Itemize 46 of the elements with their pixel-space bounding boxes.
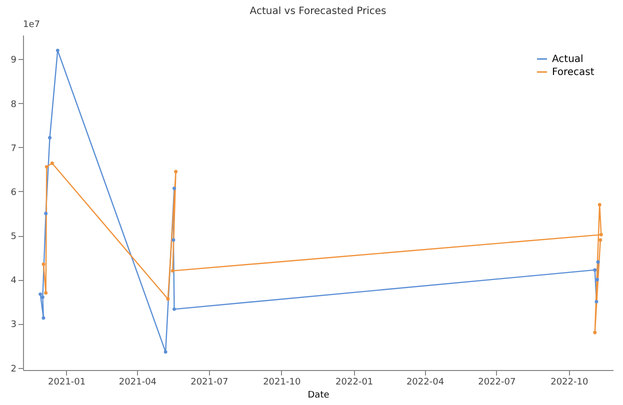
point bbox=[172, 307, 176, 311]
x-tick-label: 2022-07 bbox=[478, 378, 516, 388]
point bbox=[42, 262, 46, 266]
y-tick-label: 7 bbox=[10, 144, 16, 154]
y-tick-label: 6 bbox=[10, 188, 17, 198]
chart-title: Actual vs Forecasted Prices bbox=[250, 6, 386, 17]
point bbox=[40, 296, 44, 299]
x-tick-label: 2021-07 bbox=[190, 378, 228, 388]
y-tick-label: 2 bbox=[10, 364, 16, 374]
point bbox=[593, 268, 597, 272]
point bbox=[56, 48, 60, 52]
point bbox=[44, 212, 48, 216]
x-tick-label: 2021-04 bbox=[118, 378, 157, 388]
y-tick-label: 8 bbox=[10, 100, 17, 110]
point bbox=[593, 330, 597, 334]
x-tick-label: 2022-01 bbox=[336, 378, 374, 388]
x-tick-label: 2021-10 bbox=[263, 378, 301, 388]
point bbox=[38, 292, 42, 296]
y-tick-label: 4 bbox=[10, 276, 17, 286]
point bbox=[50, 162, 54, 165]
x-axis-title: Date bbox=[308, 390, 330, 400]
point bbox=[174, 170, 178, 174]
point bbox=[44, 165, 48, 169]
y-tick-label: 3 bbox=[10, 320, 16, 330]
point bbox=[594, 300, 598, 304]
text: 1e7 bbox=[23, 20, 40, 30]
y-tick-label: 9 bbox=[10, 56, 17, 66]
point bbox=[596, 278, 599, 282]
point bbox=[166, 297, 170, 301]
point bbox=[172, 186, 176, 190]
y-tick-label: 5 bbox=[10, 232, 16, 242]
point bbox=[598, 202, 602, 206]
point bbox=[164, 350, 168, 354]
point bbox=[42, 316, 46, 320]
point bbox=[599, 232, 603, 236]
point bbox=[172, 238, 176, 242]
x-tick-label: 2021-01 bbox=[48, 378, 86, 388]
point bbox=[44, 291, 48, 295]
point bbox=[598, 238, 602, 242]
legend-label: Actual bbox=[552, 54, 584, 65]
x-tick-label: 2022-04 bbox=[406, 378, 444, 388]
point bbox=[170, 269, 174, 273]
point bbox=[596, 260, 600, 264]
x-tick-label: 2022-10 bbox=[550, 378, 588, 388]
legend-label: Forecast bbox=[552, 67, 594, 78]
point bbox=[48, 136, 52, 140]
